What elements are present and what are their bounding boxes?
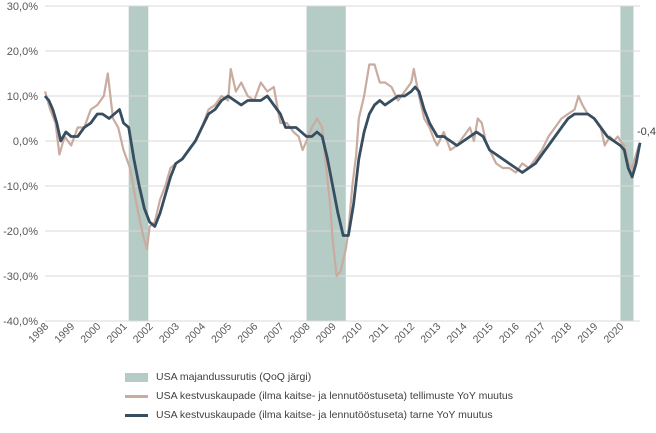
recession-band (128, 6, 149, 321)
x-tick-label: 2004 (183, 321, 208, 346)
x-tick-label: 2019 (575, 321, 600, 346)
x-tick-label: 2017 (523, 321, 548, 346)
x-tick-label: 2009 (314, 321, 339, 346)
x-tick-label: 2003 (157, 321, 182, 346)
legend-label-orders: USA kestvuskaupade (ilma kaitse- ja lenn… (156, 390, 513, 402)
x-axis-tick-labels: 1998 1999 2000 2001 2002 2003 2004 2005 2006 2007… (26, 321, 627, 346)
x-tick-label: 2001 (105, 321, 130, 346)
y-axis-tick-labels: -40,0% -30,0% -20,0% -10,0% 0,0% 10,0% 20,0% 30… (3, 1, 38, 328)
x-tick-label: 2018 (549, 321, 574, 346)
legend-swatch-shipments (125, 414, 148, 417)
y-tick-label: 20,0% (7, 46, 38, 58)
legend-swatch-recession (125, 373, 148, 382)
y-tick-label: 30,0% (7, 1, 38, 13)
x-tick-label: 2008 (288, 321, 313, 346)
x-tick-label: 2011 (367, 321, 392, 346)
y-tick-label: 0,0% (13, 136, 38, 148)
chart: -40,0% -30,0% -20,0% -10,0% 0,0% 10,0% 20,0% 30… (3, 1, 656, 346)
x-tick-label: 2015 (471, 321, 496, 346)
x-tick-label: 2020 (602, 321, 627, 346)
x-tick-label: 2000 (78, 321, 103, 346)
series-line-orders (43, 63, 640, 278)
y-tick-label: -10,0% (3, 181, 38, 193)
annotations: -0,4% (637, 126, 656, 138)
legend-label-recession: USA majandussurutis (QoQ järgi) (156, 371, 312, 383)
y-tick-label: 10,0% (7, 91, 38, 103)
y-tick-label: -20,0% (3, 226, 38, 238)
x-tick-label: 2014 (445, 321, 470, 346)
x-tick-label: 2016 (497, 321, 522, 346)
legend-label-shipments: USA kestvuskaupade (ilma kaitse- ja lenn… (156, 409, 493, 421)
series-line-shipments (43, 85, 642, 237)
legend-swatch-orders (125, 395, 148, 398)
x-tick-label: 2007 (262, 321, 287, 346)
annotation-last-value: -0,4% (637, 126, 656, 138)
x-tick-label: 2012 (392, 321, 417, 346)
x-tick-label: 2002 (131, 321, 156, 346)
y-tick-label: -40,0% (3, 316, 38, 328)
x-tick-label: 1999 (52, 321, 77, 346)
y-tick-label: -30,0% (3, 271, 38, 283)
recession-bands (128, 6, 634, 321)
series-lines (43, 63, 642, 278)
x-tick-label: 2006 (235, 321, 260, 346)
x-tick-label: 2005 (209, 321, 234, 346)
x-tick-label: 2013 (418, 321, 443, 346)
gridlines (45, 5, 640, 322)
x-tick-label: 2010 (340, 321, 365, 346)
